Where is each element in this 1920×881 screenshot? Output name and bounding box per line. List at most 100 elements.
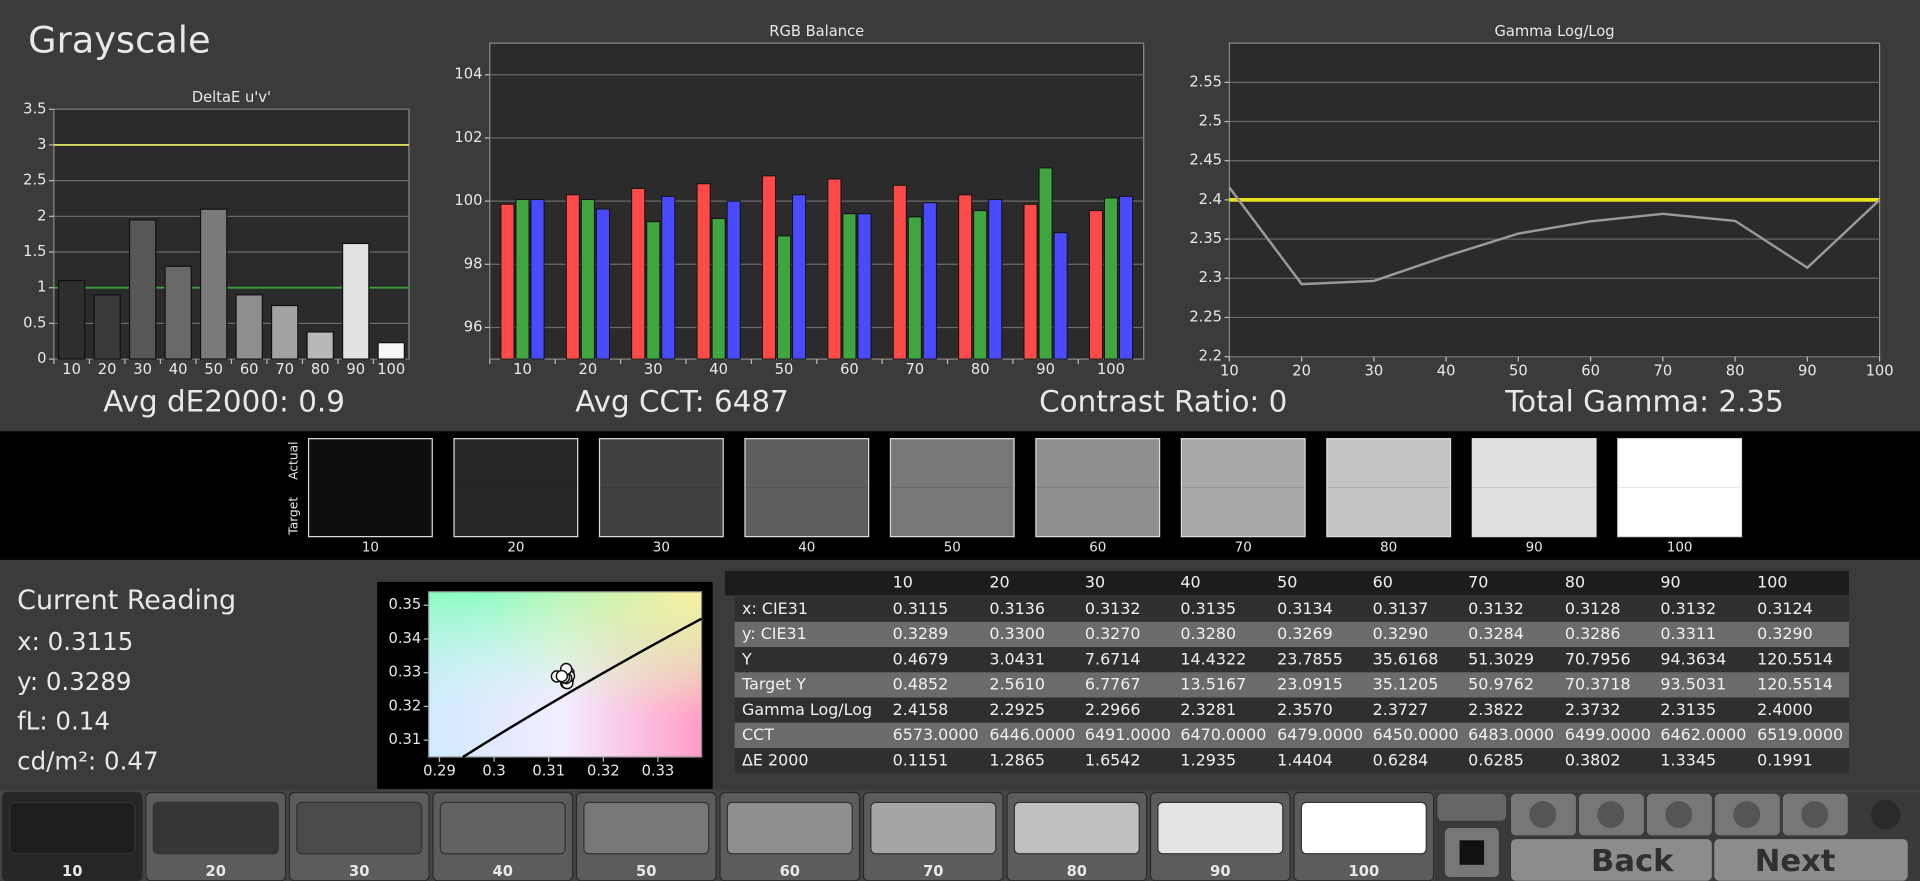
tile-label: 30: [349, 863, 369, 880]
tile-swatch[interactable]: [1013, 801, 1140, 855]
table-cell: 50.9762: [1468, 675, 1534, 694]
next-button[interactable]: [1714, 839, 1908, 881]
reading-value: x: 0.3115: [17, 627, 133, 656]
reading-title: Current Reading: [17, 585, 236, 616]
x-tick-label: 50: [1509, 362, 1528, 379]
tile-label: 40: [493, 863, 513, 880]
bar: [595, 208, 610, 360]
bar: [1023, 203, 1038, 360]
x-tick-label: 100: [1866, 362, 1894, 379]
table-cell: 120.5514: [1757, 675, 1833, 694]
table-cell: 0.3270: [1085, 624, 1141, 643]
y-tick-label: 2.2: [1199, 348, 1222, 365]
bar: [907, 216, 922, 360]
table-cell: 1.2865: [989, 750, 1045, 769]
tile-swatch[interactable]: [1300, 801, 1427, 855]
swatch-label: 100: [1667, 541, 1693, 556]
x-tick-label: 20: [579, 361, 598, 378]
reading-value: y: 0.3289: [17, 667, 131, 696]
x-tick-label: 50: [204, 361, 223, 378]
x-tick-label: 0.32: [587, 763, 620, 780]
x-tick-label: 70: [275, 361, 294, 378]
tile-swatch[interactable]: [9, 801, 136, 855]
tile-swatch[interactable]: [870, 801, 997, 855]
tile-swatch[interactable]: [583, 801, 710, 855]
bar: [93, 294, 121, 360]
y-tick-label: 0.31: [389, 731, 422, 748]
bar: [857, 213, 872, 360]
y-tick-label: 2.45: [1189, 152, 1222, 169]
bar: [661, 195, 676, 360]
page-title: Grayscale: [28, 18, 210, 61]
x-tick-label: 10: [513, 361, 532, 378]
table-header-cell: 80: [1565, 573, 1585, 592]
y-tick-label: 102: [454, 129, 482, 146]
table-cell: 6.7767: [1085, 675, 1141, 694]
table-row: [734, 621, 1849, 648]
table-cell: 0.1991: [1757, 750, 1813, 769]
table-cell: 0.3290: [1373, 624, 1429, 643]
y-tick-label: 2.5: [23, 172, 46, 189]
table-cell: 70.7956: [1565, 649, 1631, 668]
tile-label: 10: [62, 863, 82, 880]
x-tick-label: 60: [240, 361, 259, 378]
bar: [726, 200, 741, 360]
table-row-label: x: CIE31: [742, 599, 808, 618]
swatch-side-label: Target: [286, 497, 300, 536]
table-cell: 23.7855: [1277, 649, 1343, 668]
table-cell: 3.0431: [989, 649, 1045, 668]
y-tick-label: 0.35: [389, 596, 422, 613]
tile-swatch[interactable]: [296, 801, 423, 855]
scroll-up[interactable]: [1437, 793, 1507, 821]
y-tick-label: 100: [454, 192, 482, 209]
tile-swatch[interactable]: [152, 801, 279, 855]
table-cell: 120.5514: [1757, 649, 1833, 668]
y-tick-label: 0: [37, 350, 46, 367]
swatch-target: [308, 487, 433, 537]
x-tick-label: 80: [971, 361, 990, 378]
table-cell: 0.3269: [1277, 624, 1333, 643]
swatch-actual: [1181, 438, 1306, 488]
swatch-label: 50: [944, 541, 961, 556]
table-cell: 2.3732: [1565, 700, 1621, 719]
swatch-target: [1617, 487, 1742, 537]
tile-swatch[interactable]: [1157, 801, 1284, 855]
bar: [199, 208, 228, 360]
table-row-label: Target Y: [741, 675, 806, 694]
control-icon: [1801, 801, 1829, 829]
x-tick-label: 70: [1654, 362, 1673, 379]
table-row: [734, 722, 1849, 748]
table-cell: 35.6168: [1373, 649, 1439, 668]
status-indicator: [1871, 799, 1901, 830]
swatch-actual: [1326, 438, 1451, 488]
swatch-target: [1035, 487, 1160, 537]
tile-swatch[interactable]: [726, 801, 853, 855]
swatch-actual: [1617, 438, 1742, 488]
table-cell: 0.3137: [1373, 599, 1429, 618]
table-cell: 2.4158: [893, 700, 949, 719]
swatch-frame: [1035, 438, 1161, 538]
bar: [270, 304, 299, 360]
table-cell: 0.3280: [1180, 624, 1236, 643]
table-cell: 2.3570: [1277, 700, 1333, 719]
summary-stat: Total Gamma: 2.35: [1504, 385, 1784, 419]
x-tick-label: 40: [169, 361, 188, 378]
swatch-label: 30: [653, 541, 670, 556]
bar: [580, 199, 595, 360]
table-cell: 6519.0000: [1757, 725, 1843, 744]
chart-title: RGB Balance: [769, 23, 864, 40]
table-cell: 6470.0000: [1180, 725, 1266, 744]
swatch-actual: [308, 438, 433, 488]
bar: [761, 175, 777, 360]
swatch-target: [454, 487, 578, 537]
table-row: [734, 672, 1849, 698]
table-row-label: CCT: [742, 725, 774, 744]
table-cell: 6446.0000: [989, 725, 1075, 744]
table-cell: 0.3311: [1660, 624, 1716, 643]
table-header-cell: 30: [1085, 573, 1105, 592]
tile-swatch[interactable]: [439, 801, 566, 855]
back-button[interactable]: [1511, 839, 1712, 881]
tile-label: 60: [780, 863, 800, 880]
bar: [958, 194, 973, 360]
table-cell: 0.3300: [989, 624, 1045, 643]
